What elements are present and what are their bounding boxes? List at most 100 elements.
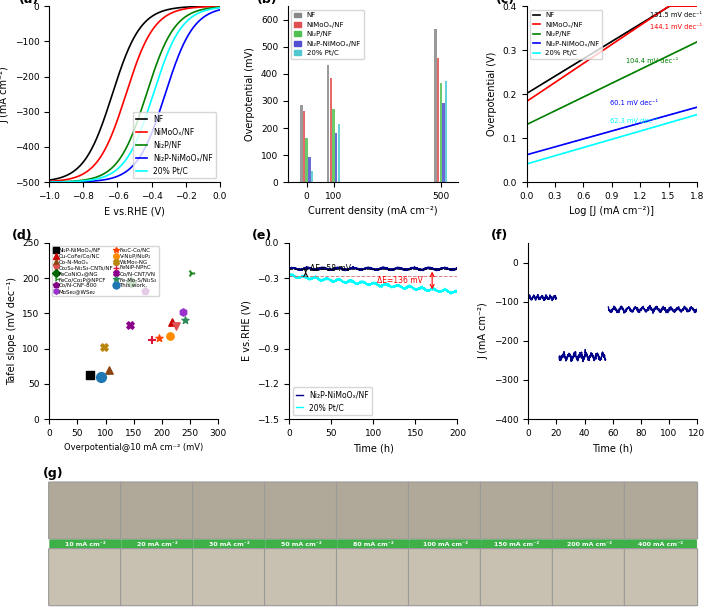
Point bbox=[99, 342, 110, 352]
Line: 20% Pt/C: 20% Pt/C bbox=[289, 274, 458, 294]
Point bbox=[164, 331, 175, 341]
20% Pt/C bbox=[624, 131, 632, 138]
Ni₂P/NF bbox=[677, 46, 685, 53]
Ni₂P-NiMoOₓ/NF bbox=[362, 264, 370, 271]
FancyBboxPatch shape bbox=[409, 540, 481, 549]
NF bbox=[45, 176, 54, 184]
20% Pt/C bbox=[627, 130, 635, 138]
Point bbox=[125, 277, 137, 287]
20% Pt/C bbox=[284, 271, 293, 279]
Y-axis label: J (mA cm⁻²): J (mA cm⁻²) bbox=[0, 66, 9, 123]
Bar bbox=[437, 58, 439, 182]
FancyBboxPatch shape bbox=[121, 540, 193, 549]
Ni₂P-NiMoOₓ/NF bbox=[627, 122, 635, 130]
Point bbox=[146, 335, 158, 345]
Bar bbox=[442, 103, 445, 182]
FancyBboxPatch shape bbox=[408, 482, 482, 539]
Y-axis label: J (mA cm⁻²): J (mA cm⁻²) bbox=[478, 303, 489, 359]
Ni₂P-NiMoOₓ/NF bbox=[45, 179, 54, 186]
FancyBboxPatch shape bbox=[49, 540, 121, 549]
Text: 131.5 mV dec⁻¹: 131.5 mV dec⁻¹ bbox=[650, 12, 702, 18]
Ni₂P/NF bbox=[127, 133, 135, 141]
NiMoOₓ/NF bbox=[146, 29, 155, 36]
20% Pt/C bbox=[126, 149, 134, 157]
Ni₂P-NiMoOₓ/NF bbox=[432, 267, 441, 274]
FancyBboxPatch shape bbox=[337, 548, 410, 605]
Text: (f): (f) bbox=[491, 230, 508, 243]
20% Pt/C bbox=[146, 98, 155, 106]
Ni₂P/NF bbox=[215, 4, 224, 11]
NF bbox=[137, 23, 146, 30]
Y-axis label: Overpotential (mV): Overpotential (mV) bbox=[246, 47, 256, 141]
X-axis label: Log [J (mA cm⁻²)]: Log [J (mA cm⁻²)] bbox=[570, 206, 654, 217]
Ni₂P/NF bbox=[211, 4, 220, 11]
Text: ΔE=58 mV: ΔE=58 mV bbox=[310, 264, 351, 273]
FancyBboxPatch shape bbox=[49, 482, 122, 539]
Point bbox=[185, 268, 196, 278]
FancyBboxPatch shape bbox=[193, 540, 265, 549]
20% Pt/C bbox=[367, 281, 375, 289]
20% Pt/C bbox=[448, 289, 457, 296]
Text: (c): (c) bbox=[496, 0, 515, 6]
Ni₂P-NiMoOₓ/NF bbox=[623, 123, 631, 130]
Point bbox=[154, 333, 165, 343]
Text: 400 mA cm⁻²: 400 mA cm⁻² bbox=[639, 542, 684, 546]
20% Pt/C bbox=[362, 280, 370, 287]
Ni₂P/NF bbox=[666, 51, 674, 58]
Ni₂P/NF bbox=[624, 72, 632, 79]
Ni₂P-NiMoOₓ/NF bbox=[146, 132, 155, 139]
NiMoOₓ/NF bbox=[624, 30, 632, 37]
Ni₂P/NF bbox=[146, 77, 155, 85]
FancyBboxPatch shape bbox=[624, 548, 698, 605]
Ni₂P/NF bbox=[126, 136, 134, 143]
Text: 60.1 mV dec⁻¹: 60.1 mV dec⁻¹ bbox=[610, 100, 658, 106]
20% Pt/C bbox=[523, 160, 532, 168]
Ni₂P/NF bbox=[522, 121, 531, 128]
20% Pt/C bbox=[693, 111, 701, 119]
Point bbox=[170, 321, 182, 331]
Ni₂P-NiMoOₓ/NF bbox=[693, 104, 701, 111]
Ni₂P-NiMoOₓ/NF bbox=[448, 266, 457, 273]
20% Pt/C bbox=[215, 4, 224, 12]
Text: 150 mA cm⁻²: 150 mA cm⁻² bbox=[494, 542, 539, 546]
NiMoOₓ/NF bbox=[127, 74, 135, 82]
Bar bbox=[311, 171, 313, 182]
FancyBboxPatch shape bbox=[624, 482, 698, 539]
Ni₂P-NiMoOₓ/NF bbox=[284, 265, 293, 273]
Ni₂P-NiMoOₓ/NF bbox=[293, 266, 301, 273]
Ni₂P-NiMoOₓ/NF bbox=[184, 30, 193, 37]
Y-axis label: Tafel slope (mV dec⁻¹): Tafel slope (mV dec⁻¹) bbox=[7, 277, 17, 385]
Bar bbox=[303, 111, 306, 182]
NF bbox=[522, 90, 531, 97]
Point bbox=[103, 365, 115, 375]
Point bbox=[95, 372, 106, 382]
FancyBboxPatch shape bbox=[193, 482, 266, 539]
Bar bbox=[440, 82, 442, 182]
Ni₂P/NF bbox=[627, 71, 635, 78]
Text: ΔE=136 mV: ΔE=136 mV bbox=[377, 276, 423, 285]
Point bbox=[180, 316, 191, 325]
NiMoOₓ/NF bbox=[184, 4, 193, 12]
NF bbox=[146, 14, 155, 21]
Point bbox=[84, 370, 96, 380]
Point bbox=[166, 317, 177, 327]
NiMoOₓ/NF bbox=[137, 47, 146, 54]
20% Pt/C bbox=[45, 179, 54, 186]
Bar bbox=[306, 138, 308, 182]
Text: (g): (g) bbox=[43, 467, 63, 480]
NF bbox=[126, 41, 134, 49]
X-axis label: Overpotential@10 mA cm⁻² (mV): Overpotential@10 mA cm⁻² (mV) bbox=[64, 443, 203, 453]
NiMoOₓ/NF bbox=[211, 3, 220, 10]
Text: 50 mA cm⁻²: 50 mA cm⁻² bbox=[281, 542, 322, 546]
Bar bbox=[335, 133, 337, 182]
Ni₂P/NF bbox=[693, 38, 701, 45]
Text: 104.4 mV dec⁻¹: 104.4 mV dec⁻¹ bbox=[626, 58, 678, 64]
NiMoOₓ/NF bbox=[522, 98, 531, 105]
FancyBboxPatch shape bbox=[553, 482, 626, 539]
NF bbox=[624, 28, 632, 35]
Ni₂P-NiMoOₓ/NF bbox=[417, 266, 426, 273]
Text: 20 mA cm⁻²: 20 mA cm⁻² bbox=[137, 542, 177, 546]
Ni₂P-NiMoOₓ/NF bbox=[137, 150, 146, 158]
Ni₂P-NiMoOₓ/NF bbox=[211, 7, 220, 15]
NF bbox=[523, 90, 532, 97]
